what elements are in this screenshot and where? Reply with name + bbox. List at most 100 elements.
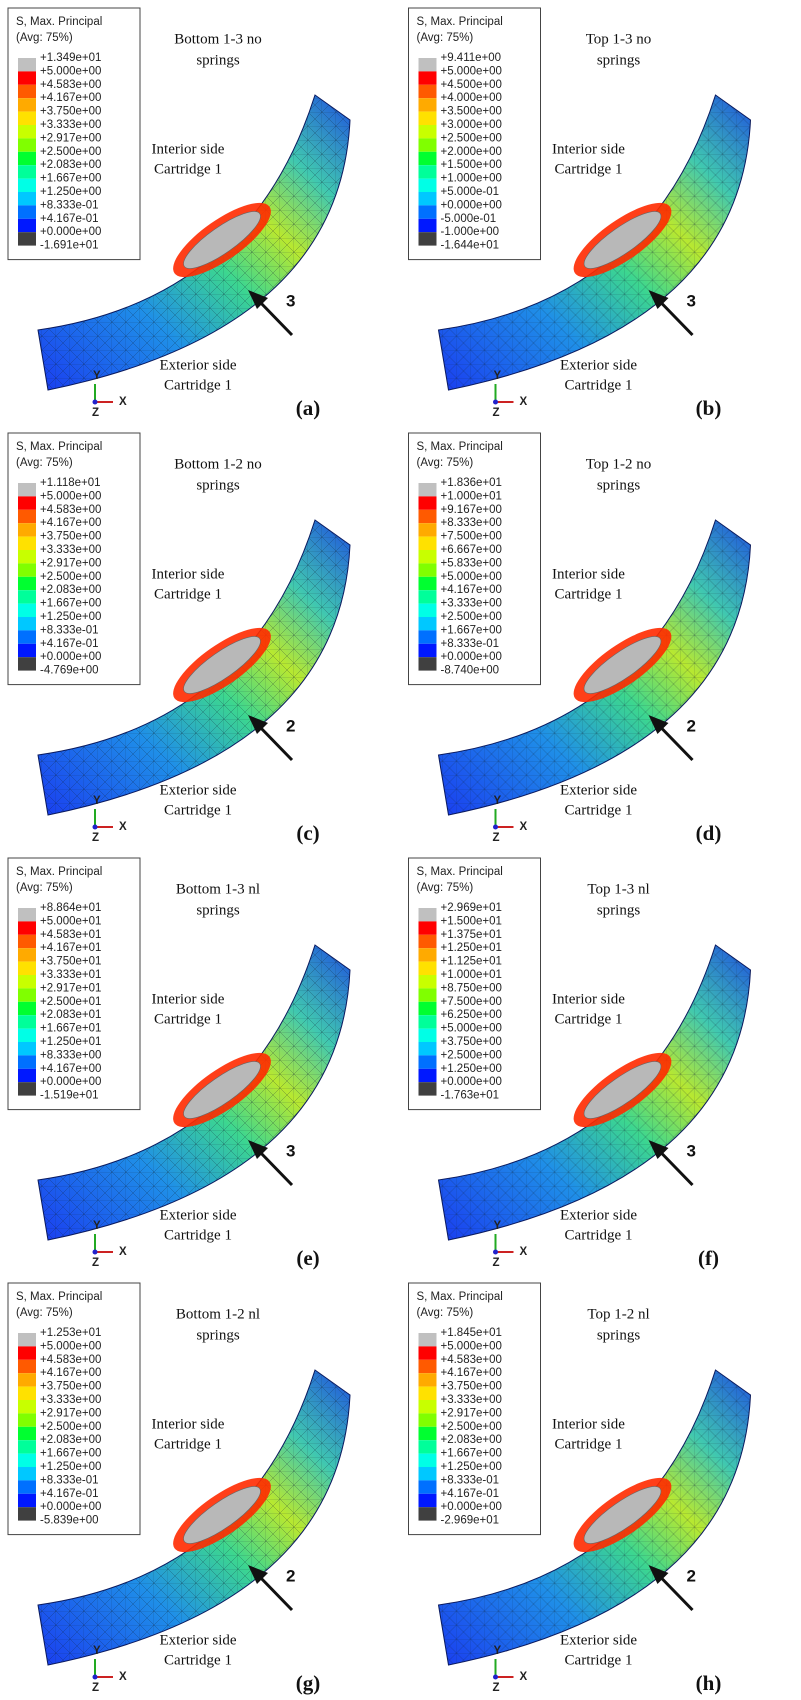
legend-label: +4.167e-01 (40, 638, 99, 650)
legend-swatch (18, 563, 36, 577)
legend-swatch (418, 603, 437, 617)
fe-mesh (438, 1370, 751, 1665)
triad-label: Y (494, 1645, 502, 1657)
legend-swatch (418, 58, 437, 72)
legend-label: +4.583e+01 (40, 929, 101, 941)
legend-swatch (418, 576, 437, 591)
legend-label: +4.000e+00 (441, 92, 502, 104)
panel: S, Max. Principal (Avg: 75%) +8.864e+01+5.… (7, 857, 351, 1270)
panel-title: springs (196, 902, 240, 918)
exterior-note: Cartridge 1 (565, 1652, 633, 1668)
legend-label: +0.000e+00 (40, 226, 101, 238)
legend-label: +1.250e+01 (441, 942, 502, 954)
triad-label: Z (493, 1257, 500, 1269)
legend-label: +1.250e+00 (441, 1063, 502, 1075)
panel-title: springs (196, 1327, 240, 1343)
arrow-label: 2 (687, 716, 696, 735)
legend-swatch (18, 1055, 36, 1069)
legend-swatch (418, 138, 437, 152)
legend-swatch (418, 523, 437, 537)
legend-avg: (Avg: 75%) (417, 32, 474, 44)
legend-label: +3.333e+00 (40, 1394, 101, 1406)
legend-label: +2.083e+00 (441, 1434, 502, 1446)
legend-avg: (Avg: 75%) (16, 882, 73, 894)
legend-avg: (Avg: 75%) (16, 457, 73, 469)
legend-swatch (418, 550, 437, 564)
legend-swatch (418, 192, 437, 206)
exterior-note: Cartridge 1 (565, 802, 633, 818)
legend-swatch (18, 138, 36, 152)
triad-label: Y (494, 370, 502, 382)
legend-avg: (Avg: 75%) (417, 882, 474, 894)
legend-label: +2.000e+00 (441, 146, 502, 158)
legend-label: +3.500e+00 (441, 106, 502, 118)
legend-label: +4.167e+00 (40, 517, 101, 529)
legend-label: -8.740e+00 (441, 665, 500, 677)
legend-label: +8.333e-01 (40, 624, 99, 636)
load-arrow-head (248, 1565, 268, 1584)
legend-swatch (18, 165, 36, 179)
legend-swatch (18, 151, 36, 166)
legend-label: +1.375e+01 (441, 929, 502, 941)
legend-label: +4.167e-01 (40, 213, 99, 225)
legend-swatch (18, 1359, 36, 1374)
legend-label: +2.500e+00 (40, 1421, 101, 1433)
legend-swatch (418, 84, 437, 99)
triad-z (92, 1674, 98, 1680)
arrow-label: 3 (286, 1141, 295, 1160)
legend-label: -4.769e+00 (40, 665, 99, 677)
legend-label: +5.000e+00 (441, 1023, 502, 1035)
legend-label: +2.083e+00 (40, 159, 101, 171)
legend-label: +2.917e+00 (40, 1407, 101, 1419)
legend-swatch (418, 961, 437, 975)
legend-label: +1.667e+00 (40, 1448, 101, 1460)
triad-label: Z (493, 407, 500, 419)
legend-label: +2.500e+00 (40, 146, 101, 158)
legend-swatch (418, 1507, 437, 1521)
legend-label: +4.167e+00 (441, 1367, 502, 1379)
interior-note: Interior side (152, 141, 225, 157)
legend-swatch (18, 603, 36, 617)
legend-label: +4.167e+00 (441, 584, 502, 596)
legend-swatch (418, 1333, 437, 1347)
load-arrow (256, 1573, 294, 1612)
triad-label: Z (92, 1682, 99, 1694)
stress-peak (583, 636, 662, 694)
legend-swatch (418, 1068, 437, 1083)
legend: S, Max. Principal (Avg: 75%) +1.253e+01+5.… (7, 1282, 141, 1536)
legend-label: +3.750e+00 (40, 531, 101, 543)
panel-title: springs (196, 477, 240, 493)
triad-z (92, 399, 98, 405)
legend-label: +4.500e+00 (441, 79, 502, 91)
legend-swatch (418, 617, 437, 631)
legend-label: +3.750e+00 (441, 1381, 502, 1393)
arrow-label: 2 (286, 716, 295, 735)
legend-avg: (Avg: 75%) (417, 457, 474, 469)
fe-mesh (38, 95, 350, 390)
legend-swatch (18, 483, 36, 497)
legend-swatch (418, 630, 437, 644)
load-arrow-head (648, 290, 669, 309)
legend-title: S, Max. Principal (417, 441, 503, 453)
legend-label: +6.250e+00 (441, 1009, 502, 1021)
legend-label: +1.500e+00 (441, 159, 502, 171)
exterior-note: Cartridge 1 (565, 377, 633, 393)
exterior-note: Exterior side (560, 782, 637, 798)
legend-swatch (18, 125, 36, 139)
legend-label: +2.917e+00 (40, 557, 101, 569)
legend-label: +1.125e+01 (441, 956, 502, 968)
legend-label: +3.750e+01 (40, 956, 101, 968)
legend-label: +0.000e+00 (441, 1501, 502, 1513)
legend-label: -1.644e+01 (441, 240, 500, 252)
panel-title: Top 1-3 nl (587, 881, 649, 897)
legend-swatch (18, 58, 36, 72)
legend-swatch (418, 111, 437, 125)
legend-label: +2.500e+00 (441, 1049, 502, 1061)
legend-label: +1.667e+01 (40, 1023, 101, 1035)
legend-label: +1.667e+00 (40, 173, 101, 185)
legend-label: +8.333e-01 (40, 1474, 99, 1486)
legend-label: +4.167e+00 (40, 1063, 101, 1075)
legend-label: +1.349e+01 (40, 52, 101, 64)
legend-swatch (418, 1426, 437, 1441)
legend-swatch (18, 975, 36, 989)
